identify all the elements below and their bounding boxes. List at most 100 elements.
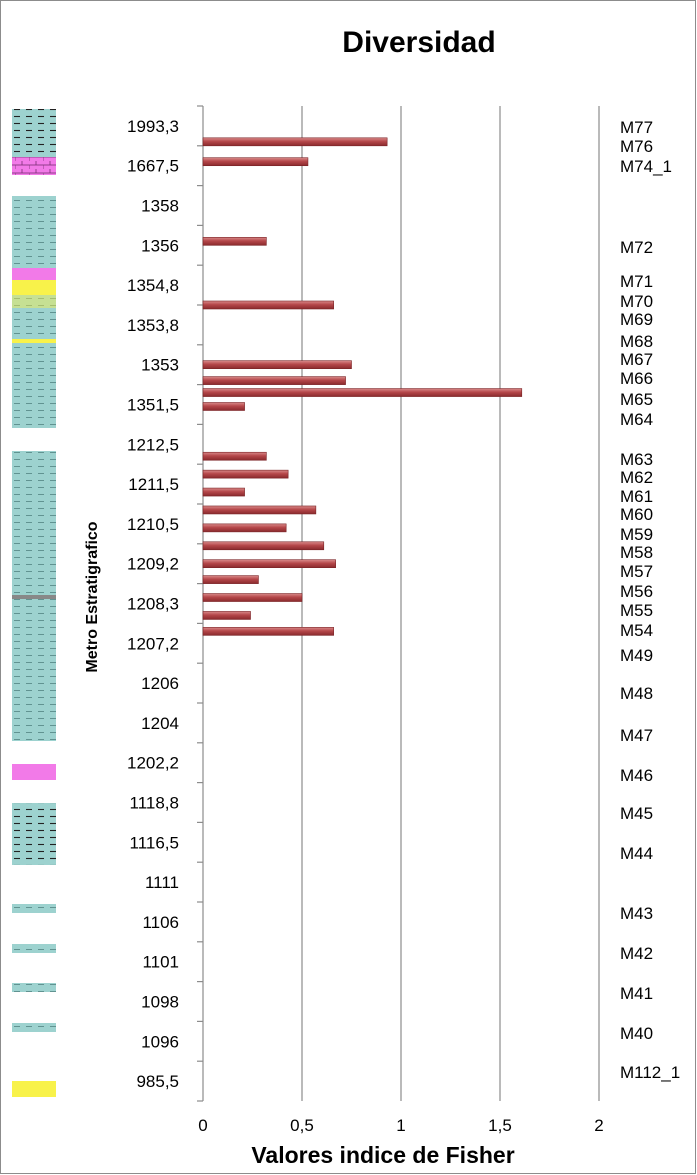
sample-label: M56 [620, 582, 653, 601]
bar [202, 388, 523, 397]
bar [202, 593, 303, 602]
y-tick-label: 1096 [141, 1032, 179, 1051]
sample-label: M61 [620, 487, 653, 506]
gridlines [301, 106, 600, 1101]
bar [202, 402, 245, 411]
y-tick-label: 1356 [141, 236, 179, 255]
y-tick-label: 1358 [141, 197, 179, 216]
y-tick-label: 1111 [145, 873, 179, 892]
x-tick-label: 0,5 [290, 1116, 314, 1135]
x-tick-label: 2 [594, 1116, 603, 1135]
bar [202, 360, 352, 370]
litho-sandstone-stripe [12, 339, 56, 343]
sample-label: M48 [620, 684, 653, 703]
sample-label: M70 [620, 292, 653, 311]
sample-label: M76 [620, 137, 653, 156]
sample-label: M60 [620, 505, 653, 524]
litho-sandstone-2 [12, 1081, 56, 1097]
bar [202, 451, 267, 461]
y-tick-label: 1212,5 [127, 435, 179, 454]
sample-label: M77 [620, 118, 653, 137]
y-tick-label: 1101 [142, 953, 179, 972]
sample-label: M58 [620, 543, 653, 562]
litho-shale-1 [12, 196, 56, 268]
y-tick-label: 1667,5 [127, 157, 179, 176]
y-tick-label: 1206 [141, 674, 179, 693]
bar [202, 237, 267, 246]
x-axis-title: Valores indice de Fisher [251, 1142, 514, 1168]
sample-label: M55 [620, 601, 653, 620]
litho-grey-stripe [12, 595, 56, 599]
sample-label: M59 [620, 525, 653, 544]
litho-limestone-fossil [12, 268, 56, 280]
bar [202, 487, 245, 497]
sample-label: M41 [620, 984, 653, 1003]
bar [202, 575, 259, 584]
y-tick-label: 1353,8 [127, 316, 179, 335]
bar [202, 523, 287, 533]
sample-label: M71 [620, 272, 653, 291]
y-tick-label: 1208,3 [127, 595, 179, 614]
y-tick-label: 1204 [141, 714, 179, 733]
litho-shale-dark-top [12, 109, 56, 157]
litho-shale-7 [12, 983, 56, 992]
litho-shale-8 [12, 1023, 56, 1032]
y-tick-labels: 1993,3 1667,5 1358 1356 1354,8 1353,8 1353 1351… [127, 117, 179, 1091]
litho-shale-6 [12, 944, 56, 953]
y-tick-label: 1354,8 [127, 276, 179, 295]
sample-label: M45 [620, 804, 653, 823]
y-axis [197, 105, 204, 1102]
bar [202, 137, 388, 147]
sample-label: M67 [620, 350, 653, 369]
y-tick-label: 1118,8 [130, 794, 179, 813]
bar [202, 627, 334, 636]
litho-mixed-1 [12, 295, 56, 308]
sample-label: M57 [620, 562, 653, 581]
bar [202, 300, 334, 310]
chart-title: Diversidad [342, 26, 495, 59]
sample-label: M72 [620, 238, 653, 257]
sample-label: M46 [620, 766, 653, 785]
sample-label: M42 [620, 944, 653, 963]
sample-label: M66 [620, 369, 653, 388]
sample-label: M68 [620, 332, 653, 351]
y-tick-label: 1353 [141, 356, 179, 375]
litho-limestone-2 [12, 764, 56, 780]
y-tick-label: 1098 [141, 993, 179, 1012]
sample-label: M69 [620, 310, 653, 329]
sample-label: M63 [620, 450, 653, 469]
sample-label: M49 [620, 646, 653, 665]
sample-label: M40 [620, 1024, 653, 1043]
bars [202, 137, 523, 636]
sample-label: M112_1 [620, 1063, 680, 1082]
y-tick-label: 1116,5 [130, 833, 179, 852]
bar [202, 505, 317, 515]
x-tick-label: 1,5 [488, 1116, 512, 1135]
x-tick-label: 1 [396, 1116, 405, 1135]
sample-label: M43 [620, 904, 653, 923]
lithology-column [12, 109, 56, 1097]
sample-label: M62 [620, 468, 653, 487]
litho-shale-4 [12, 803, 56, 865]
y-axis-title: Metro Estratigrafico [84, 521, 101, 672]
x-axis: 0 0,5 1 1,5 2 [198, 1116, 603, 1135]
y-tick-label: 985,5 [136, 1072, 179, 1091]
bar [202, 469, 289, 479]
sample-label: M74_1 [620, 157, 672, 176]
sample-label: M54 [620, 621, 653, 640]
y-tick-label: 1210,5 [127, 515, 179, 534]
y-tick-label: 1993,3 [127, 117, 179, 136]
y-tick-label: 1209,2 [127, 555, 179, 574]
x-tick-label: 0 [198, 1116, 207, 1135]
y-tick-label: 1202,2 [127, 754, 179, 773]
bar [202, 157, 309, 167]
y-tick-label: 1207,2 [127, 634, 179, 653]
sample-label: M65 [620, 390, 653, 409]
y-tick-label: 1106 [142, 913, 179, 932]
litho-shale-5 [12, 904, 56, 913]
bar [202, 559, 336, 569]
sample-label: M44 [620, 844, 653, 863]
y-tick-label: 1351,5 [127, 396, 179, 415]
